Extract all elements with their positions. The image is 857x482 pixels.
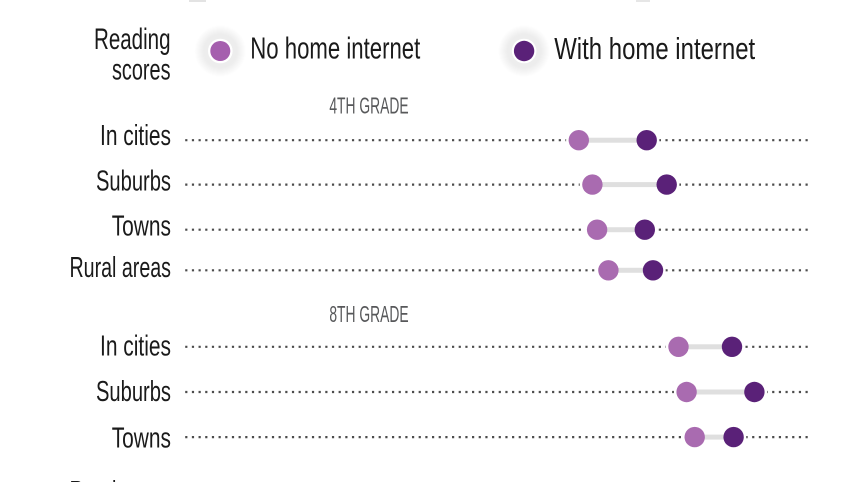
svg-text:scores: scores (112, 54, 171, 87)
svg-text:With home internet: With home internet (554, 31, 755, 66)
svg-text:Rural areas: Rural areas (70, 476, 172, 482)
svg-text:Suburbs: Suburbs (96, 166, 171, 198)
svg-text:No home internet: No home internet (250, 31, 420, 66)
svg-text:8TH GRADE: 8TH GRADE (329, 301, 408, 327)
svg-text:Rural areas: Rural areas (70, 252, 172, 284)
svg-text:4TH GRADE: 4TH GRADE (329, 93, 408, 119)
svg-text:Reading: Reading (94, 23, 171, 56)
svg-text:In cities: In cities (100, 331, 171, 363)
svg-text:In cities: In cities (100, 120, 171, 152)
svg-text:Suburbs: Suburbs (96, 376, 171, 408)
svg-text:Towns: Towns (112, 211, 171, 243)
svg-text:Towns: Towns (112, 423, 171, 455)
